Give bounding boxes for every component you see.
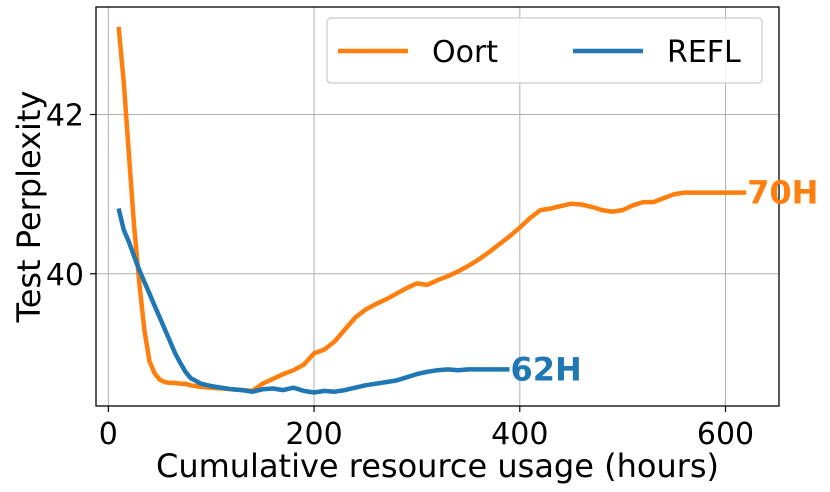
x-tick-label: 400 <box>491 417 548 452</box>
ticks: 0 200 400 600 40 42 <box>46 99 754 452</box>
y-tick-label: 42 <box>46 99 84 134</box>
x-axis-title: Cumulative resource usage (hours) <box>156 447 719 485</box>
legend-label-refl: REFL <box>667 35 741 70</box>
legend-box <box>326 17 763 84</box>
legend: Oort REFL <box>326 17 763 84</box>
x-tick-label: 600 <box>697 417 754 452</box>
series-line-oort <box>116 26 747 394</box>
axes-frame <box>95 6 780 407</box>
series-line-refl <box>116 207 510 395</box>
x-tick-label: 0 <box>99 417 118 452</box>
annotations: 70H 62H <box>511 174 819 389</box>
plot-area <box>116 26 747 395</box>
y-tick-label: 40 <box>46 258 84 293</box>
end-label-refl: 62H <box>511 350 582 388</box>
legend-label-oort: Oort <box>432 35 498 70</box>
y-axis-title: Test Perplexity <box>10 91 48 324</box>
end-label-oort: 70H <box>747 174 818 212</box>
x-tick-label: 200 <box>285 417 342 452</box>
